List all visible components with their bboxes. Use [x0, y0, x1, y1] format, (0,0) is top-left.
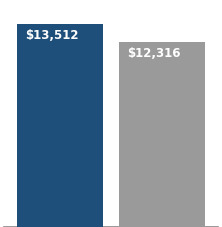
Text: $13,512: $13,512: [25, 29, 79, 42]
Bar: [17, 24, 103, 227]
Text: $12,316: $12,316: [127, 47, 180, 60]
Bar: [119, 42, 205, 227]
